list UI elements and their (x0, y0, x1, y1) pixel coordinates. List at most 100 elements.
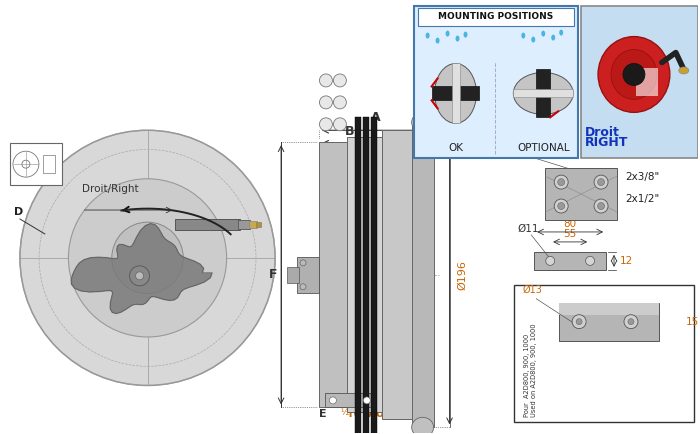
Text: 80: 80 (564, 219, 577, 229)
Circle shape (333, 96, 346, 109)
Polygon shape (71, 224, 212, 313)
Bar (432, 86, 480, 100)
Circle shape (319, 96, 332, 109)
Text: RIGHT: RIGHT (585, 136, 629, 149)
Circle shape (319, 74, 332, 87)
Circle shape (554, 199, 568, 213)
Bar (256, 222, 261, 227)
Bar (536, 69, 550, 117)
Circle shape (330, 397, 337, 404)
Ellipse shape (435, 38, 440, 43)
Text: Used on A2D800, 900, 1000: Used on A2D800, 900, 1000 (531, 324, 538, 418)
Text: A: A (371, 111, 381, 124)
Text: D: D (14, 207, 23, 217)
Bar (347, 137, 382, 412)
Circle shape (136, 272, 144, 280)
Text: 90: 90 (598, 341, 612, 351)
Bar (418, 8, 574, 26)
Text: 120: 120 (599, 362, 619, 372)
Ellipse shape (531, 36, 536, 43)
Circle shape (546, 256, 554, 265)
Ellipse shape (559, 30, 564, 36)
Ellipse shape (446, 31, 449, 36)
Circle shape (333, 74, 346, 87)
Text: OK: OK (448, 143, 463, 153)
Circle shape (598, 179, 605, 186)
Text: 15: 15 (686, 317, 699, 327)
Bar (355, 117, 360, 434)
Ellipse shape (679, 67, 689, 74)
Bar (452, 63, 459, 123)
Ellipse shape (412, 418, 433, 434)
Bar (636, 69, 658, 96)
Text: ½: ½ (341, 408, 349, 418)
Circle shape (628, 319, 634, 325)
Circle shape (623, 63, 645, 85)
Text: E: E (319, 409, 327, 419)
Circle shape (20, 130, 275, 385)
Ellipse shape (456, 36, 459, 42)
Circle shape (333, 118, 346, 131)
Bar (545, 168, 617, 220)
Bar (382, 130, 412, 419)
Text: Ø11: Ø11 (517, 224, 539, 234)
Text: 2x1/2": 2x1/2" (625, 194, 659, 204)
Circle shape (130, 266, 150, 286)
Text: Ø196: Ø196 (458, 260, 468, 290)
Circle shape (586, 256, 594, 265)
Circle shape (558, 179, 565, 186)
Circle shape (112, 222, 183, 293)
Bar (176, 219, 240, 230)
Bar (534, 252, 606, 270)
Bar (414, 6, 578, 158)
Bar (412, 122, 433, 427)
Text: F: F (269, 268, 277, 281)
Circle shape (554, 175, 568, 189)
Text: Droit/Right: Droit/Right (82, 184, 139, 194)
Ellipse shape (435, 63, 477, 123)
Circle shape (319, 118, 332, 131)
Ellipse shape (551, 35, 555, 40)
Bar (363, 117, 369, 434)
Circle shape (598, 203, 605, 210)
Text: Pour  A2D800, 900, 1000: Pour A2D800, 900, 1000 (524, 334, 531, 418)
Circle shape (572, 315, 586, 329)
Ellipse shape (426, 33, 430, 39)
Ellipse shape (598, 36, 670, 112)
Circle shape (558, 203, 565, 210)
Ellipse shape (412, 112, 433, 132)
Ellipse shape (513, 72, 573, 114)
Text: MOUNTING POSITIONS: MOUNTING POSITIONS (438, 12, 553, 21)
Ellipse shape (522, 33, 525, 39)
Ellipse shape (541, 31, 545, 36)
Bar (325, 394, 374, 408)
Bar (43, 155, 55, 173)
Text: 55: 55 (564, 229, 577, 239)
Text: TUYAU: TUYAU (347, 409, 385, 419)
Bar (371, 117, 377, 434)
Circle shape (300, 260, 306, 266)
Text: Droit: Droit (585, 126, 620, 139)
Bar (297, 257, 319, 293)
Bar (319, 142, 347, 408)
Circle shape (624, 315, 638, 329)
Bar (514, 285, 694, 422)
Circle shape (576, 319, 582, 325)
Text: 12: 12 (620, 256, 634, 266)
Bar (581, 6, 698, 158)
Circle shape (594, 199, 608, 213)
Ellipse shape (611, 49, 657, 99)
Bar (287, 267, 299, 283)
Circle shape (363, 397, 370, 404)
Circle shape (69, 179, 227, 337)
Bar (513, 89, 573, 97)
Bar (559, 303, 659, 341)
Text: Ø13: Ø13 (522, 285, 543, 295)
Ellipse shape (463, 32, 468, 38)
Bar (10, 143, 62, 185)
Bar (559, 303, 659, 315)
Circle shape (594, 175, 608, 189)
Text: OPTIONAL: OPTIONAL (517, 143, 570, 153)
Text: 2x3/8": 2x3/8" (625, 172, 659, 182)
Text: B: B (345, 125, 355, 138)
